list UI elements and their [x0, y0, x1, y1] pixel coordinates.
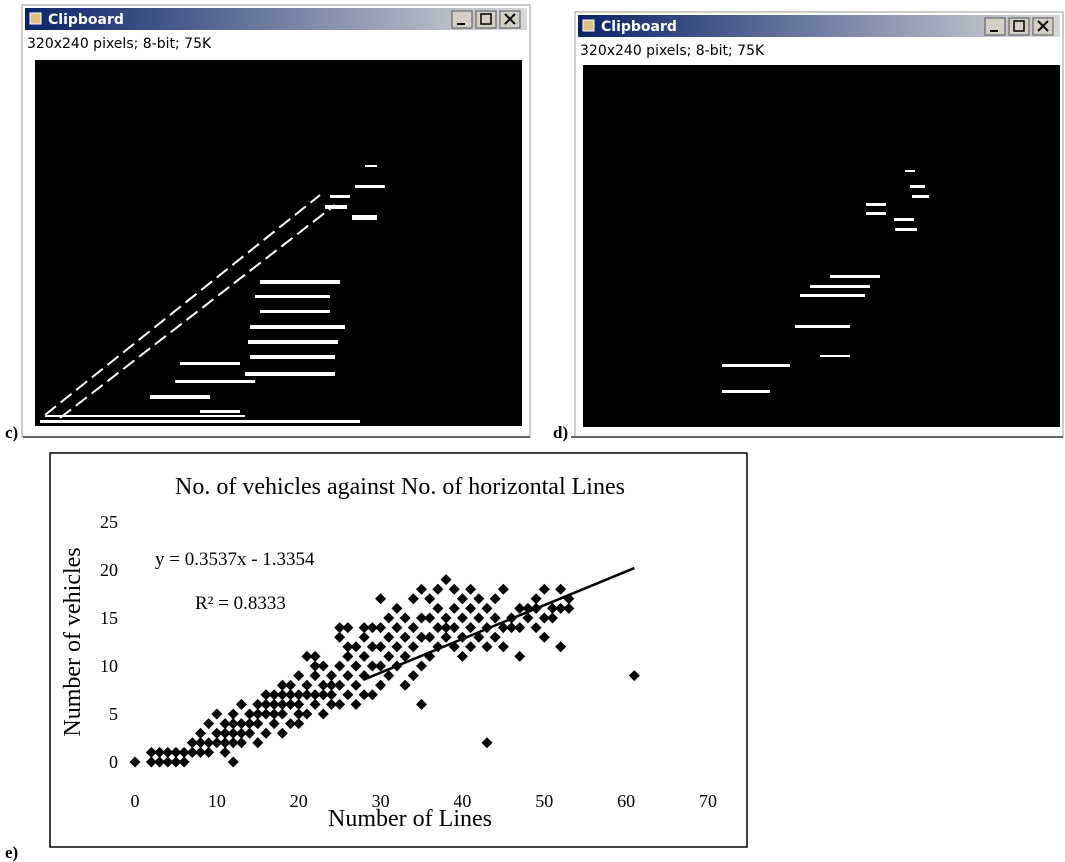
- image-detail: [330, 195, 350, 198]
- image-detail: [800, 294, 865, 297]
- image-detail: [722, 390, 770, 393]
- image-detail: [866, 203, 886, 206]
- y-tick-label: 5: [109, 704, 118, 724]
- image-detail: [255, 295, 330, 298]
- y-tick-label: 20: [100, 560, 118, 580]
- x-tick-label: 20: [290, 791, 308, 811]
- annotation: y = 0.3537x - 1.3354: [155, 549, 315, 570]
- image-detail: [150, 395, 210, 399]
- annotation: R² = 0.8333: [195, 593, 286, 614]
- app-icon: [583, 20, 594, 31]
- image-detail: [820, 355, 850, 357]
- y-tick-label: 0: [109, 752, 118, 772]
- x-tick-label: 60: [617, 791, 635, 811]
- image-detail: [866, 212, 886, 215]
- image-detail: [180, 362, 240, 365]
- image: [583, 65, 1060, 427]
- x-tick-label: 70: [699, 791, 717, 811]
- y-tick-label: 25: [100, 512, 118, 532]
- app-icon: [30, 13, 41, 24]
- image: [35, 60, 522, 426]
- panel-label: c): [5, 423, 18, 442]
- figure: Clipboard 320x240 pixels; 8-bit; 75K c) Cli…: [0, 0, 1065, 862]
- window-title: Clipboard: [601, 19, 677, 35]
- status-text: 320x240 pixels; 8-bit; 75K: [580, 43, 765, 59]
- image-detail: [45, 415, 245, 417]
- image-detail: [905, 170, 915, 172]
- image-detail: [894, 218, 914, 221]
- image-detail: [40, 420, 360, 423]
- image-detail: [325, 205, 347, 209]
- panel-label: d): [553, 423, 568, 442]
- y-axis-label: Number of vehicles: [60, 547, 86, 736]
- x-tick-label: 0: [131, 791, 140, 811]
- image-detail: [245, 372, 335, 376]
- image-detail: [248, 340, 338, 344]
- image-detail: [200, 410, 240, 413]
- window-title: Clipboard: [48, 12, 124, 28]
- image-detail: [795, 325, 850, 328]
- y-tick-label: 15: [100, 608, 118, 628]
- image-detail: [260, 280, 340, 284]
- image-detail: [250, 355, 335, 359]
- image-detail: [355, 185, 385, 188]
- image-detail: [365, 165, 377, 167]
- image-detail: [722, 364, 790, 367]
- image-detail: [175, 380, 255, 383]
- x-tick-label: 50: [535, 791, 553, 811]
- image-detail: [895, 228, 917, 231]
- minimize-button[interactable]: [985, 18, 1005, 35]
- figure-label: e): [5, 843, 18, 862]
- status-text: 320x240 pixels; 8-bit; 75K: [27, 36, 212, 52]
- image-detail: [250, 325, 345, 329]
- y-tick-label: 10: [100, 656, 118, 676]
- minimize-button[interactable]: [452, 11, 472, 28]
- window: Clipboard 320x240 pixels; 8-bit; 75K: [575, 12, 1063, 437]
- image-detail: [352, 215, 377, 220]
- x-tick-label: 10: [208, 791, 226, 811]
- image-detail: [810, 285, 870, 288]
- image-detail: [912, 195, 929, 198]
- image-detail: [910, 185, 925, 188]
- image-detail: [830, 275, 880, 278]
- chart-title: No. of vehicles against No. of horizonta…: [175, 474, 625, 500]
- x-axis-label: Number of Lines: [328, 806, 492, 832]
- image-detail: [260, 310, 330, 313]
